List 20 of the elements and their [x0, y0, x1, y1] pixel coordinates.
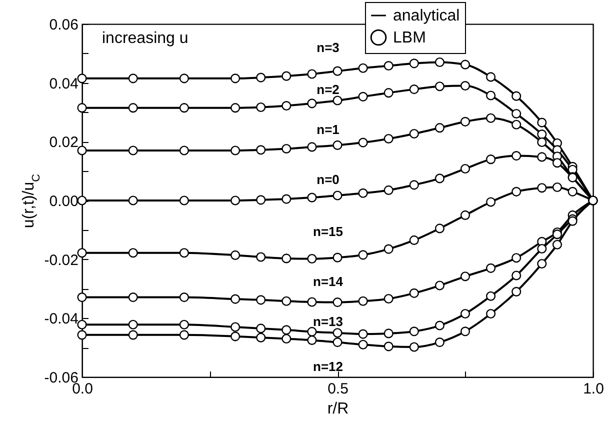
x-tick-label: 0.5 [328, 380, 348, 398]
x-axis-title: r/R [327, 400, 349, 418]
annotation: n=2 [316, 82, 340, 97]
y-tick-label: 0.06 [49, 16, 78, 34]
annotation: n=1 [316, 122, 340, 137]
annotation: increasing u [102, 30, 188, 47]
annotation: n=15 [313, 224, 343, 239]
legend-label: analytical [393, 8, 460, 24]
y-tick-label: 0.04 [49, 75, 78, 92]
y-tick-label: 0.00 [49, 193, 78, 210]
y-tick-label: 0.02 [49, 134, 78, 152]
annotation: n=12 [313, 359, 343, 374]
annotation: n=3 [316, 40, 340, 55]
y-tick-label: -0.04 [44, 310, 78, 328]
y-tick-label: -0.02 [44, 252, 78, 269]
annotation: n=0 [316, 172, 340, 187]
annotation: n=13 [313, 314, 343, 329]
x-tick-label: 1.0 [583, 380, 604, 398]
annotation: n=14 [313, 274, 344, 289]
legend-label: LBM [393, 30, 426, 46]
